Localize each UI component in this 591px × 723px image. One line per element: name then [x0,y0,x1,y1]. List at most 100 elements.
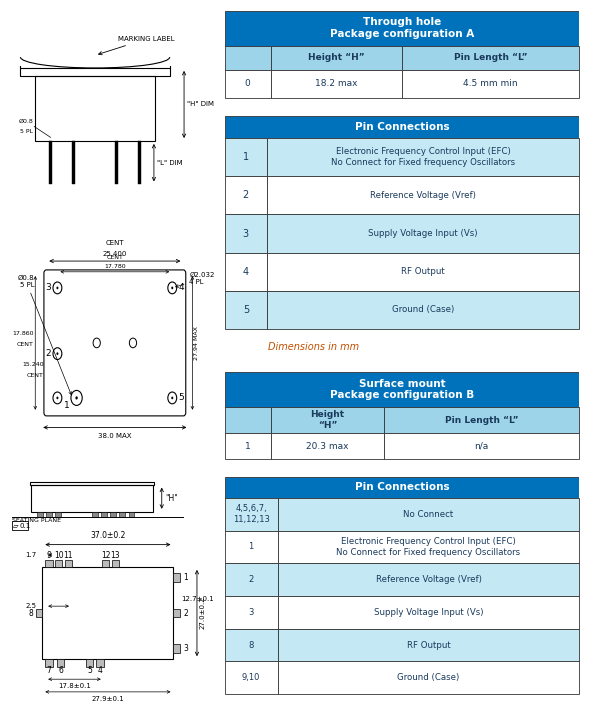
Bar [267,176,579,215]
Text: MARKING LABEL: MARKING LABEL [99,36,175,55]
Bar [86,659,93,667]
Text: 17.8±0.1: 17.8±0.1 [58,683,90,689]
Text: Height
“H”: Height “H” [310,411,345,429]
Text: 38.0 MAX: 38.0 MAX [98,433,132,439]
Circle shape [171,397,173,399]
Bar [111,512,116,517]
Text: 27.0±0.2: 27.0±0.2 [200,596,206,629]
Text: 4: 4 [98,666,102,675]
Bar [30,482,154,484]
Text: 6: 6 [58,666,63,675]
Bar [225,433,271,459]
Bar [46,560,53,567]
Text: 12.7±0.1: 12.7±0.1 [181,596,214,602]
Text: "H": "H" [165,494,178,502]
Text: ▱: ▱ [13,523,19,529]
Text: Ground (Case): Ground (Case) [397,673,460,683]
Bar [225,138,267,176]
Bar [278,629,579,662]
Text: 0: 0 [245,80,251,88]
Text: 3: 3 [46,283,51,292]
Text: 7: 7 [47,666,51,675]
Bar [57,659,64,667]
Bar [43,567,173,659]
Bar [225,407,271,433]
Text: Ø0.8
5 PL: Ø0.8 5 PL [18,275,72,395]
Bar [92,512,98,517]
Text: Pin Connections: Pin Connections [355,121,449,132]
Text: 9: 9 [47,551,51,560]
Text: Through hole
Package configuration A: Through hole Package configuration A [330,17,474,39]
Circle shape [56,286,59,289]
Text: Electronic Frequency Control Input (EFC)
No Connect for Fixed frequency Oscillat: Electronic Frequency Control Input (EFC)… [331,147,515,167]
Bar [225,477,579,497]
Bar [56,512,61,517]
Text: 1: 1 [243,152,249,162]
Text: 1: 1 [183,573,188,582]
Text: 5 PL: 5 PL [20,129,33,134]
Text: Surface mount
Package configuration B: Surface mount Package configuration B [330,379,474,401]
Bar [225,662,278,694]
Bar [102,560,109,567]
Text: Pin Length “L”: Pin Length “L” [445,416,518,424]
Text: 11: 11 [63,551,73,560]
Text: 20.3 max: 20.3 max [306,442,349,450]
Text: 4: 4 [243,267,249,277]
Bar [173,573,180,582]
Bar [46,659,53,667]
Bar [37,512,43,517]
Text: 4: 4 [178,283,184,292]
Bar [278,497,579,531]
Text: 1: 1 [64,401,69,411]
Bar [225,497,278,531]
Text: Pin Connections: Pin Connections [355,482,449,492]
Bar [36,609,43,617]
Text: Reference Voltage (Vref): Reference Voltage (Vref) [375,575,482,584]
Bar [96,659,103,667]
Text: Height “H”: Height “H” [308,54,365,62]
Bar [267,215,579,252]
Bar [173,609,180,617]
Bar [101,512,106,517]
Text: 1: 1 [249,542,254,552]
Text: 27.94 MAX: 27.94 MAX [194,326,199,360]
Bar [278,563,579,596]
Bar [64,560,72,567]
Bar [402,46,579,70]
Bar [225,176,267,215]
Bar [267,138,579,176]
Text: 15.240: 15.240 [22,362,44,367]
Bar [31,484,153,512]
Text: 10: 10 [54,551,63,560]
Text: 1.7: 1.7 [25,552,37,558]
Bar [225,252,267,291]
Bar [50,141,52,184]
Bar [225,563,278,596]
Text: Pin Length “L”: Pin Length “L” [454,54,527,62]
Text: No Connect: No Connect [403,510,454,518]
Bar [271,46,402,70]
Bar [112,560,119,567]
Bar [267,291,579,329]
Text: Ø0.8: Ø0.8 [18,119,33,124]
Text: 2: 2 [249,575,254,584]
Text: 2.5: 2.5 [25,603,37,609]
Text: CENT: CENT [106,254,124,260]
Text: Supply Voltage Input (Vs): Supply Voltage Input (Vs) [368,229,478,238]
Bar [384,433,579,459]
Text: Supply Voltage Input (Vs): Supply Voltage Input (Vs) [374,608,483,617]
Bar [225,629,278,662]
Text: CENT: CENT [17,342,34,347]
Bar [225,291,267,329]
Text: 3: 3 [183,643,189,653]
Bar [278,596,579,629]
Bar [225,215,267,252]
Text: 18.2 max: 18.2 max [315,80,358,88]
Bar [225,11,579,46]
Bar [267,252,579,291]
Text: Ground (Case): Ground (Case) [392,305,454,315]
Bar [129,512,134,517]
Text: 4.5 mm min: 4.5 mm min [463,80,518,88]
Bar [225,596,278,629]
Bar [271,407,384,433]
